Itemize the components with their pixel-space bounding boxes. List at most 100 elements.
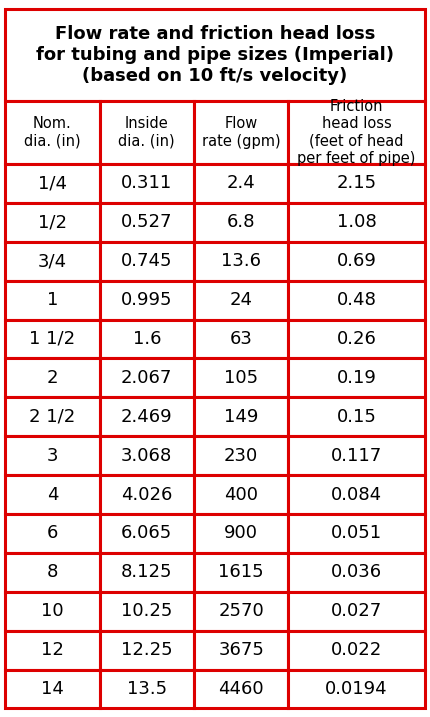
Text: 8.125: 8.125 [121, 564, 172, 581]
Bar [5, 164, 100, 203]
Bar [5, 553, 100, 592]
Text: 0.027: 0.027 [331, 602, 382, 620]
Bar [289, 203, 425, 242]
Text: 1: 1 [47, 291, 58, 309]
Text: 0.69: 0.69 [337, 252, 377, 270]
Bar [194, 592, 289, 631]
Text: 1/2: 1/2 [38, 213, 67, 232]
Text: 1.08: 1.08 [337, 213, 377, 232]
Bar [100, 164, 194, 203]
Bar [5, 358, 100, 397]
Bar [5, 101, 100, 164]
Bar [5, 592, 100, 631]
Bar [194, 670, 289, 708]
Bar [289, 164, 425, 203]
Text: Friction
head loss
(feet of head
per feet of pipe): Friction head loss (feet of head per fee… [298, 99, 416, 166]
Text: Flow
rate (gpm): Flow rate (gpm) [202, 116, 280, 148]
Bar [5, 436, 100, 475]
Text: 6: 6 [47, 524, 58, 542]
Text: 1/4: 1/4 [38, 174, 67, 192]
Text: 6.065: 6.065 [121, 524, 172, 542]
Text: 12.25: 12.25 [121, 641, 172, 659]
Bar [289, 436, 425, 475]
Text: 1.6: 1.6 [132, 330, 161, 348]
Text: 1 1/2: 1 1/2 [29, 330, 75, 348]
Text: 14: 14 [41, 680, 64, 698]
Bar [100, 101, 194, 164]
Text: 0.995: 0.995 [121, 291, 172, 309]
Text: 0.0194: 0.0194 [326, 680, 388, 698]
Text: 0.745: 0.745 [121, 252, 172, 270]
Bar [5, 514, 100, 553]
Bar [289, 670, 425, 708]
Text: 2570: 2570 [218, 602, 264, 620]
Text: 12: 12 [41, 641, 64, 659]
Bar [100, 592, 194, 631]
Bar [289, 320, 425, 358]
Text: 2.4: 2.4 [227, 174, 255, 192]
Bar [100, 397, 194, 436]
Text: 2.067: 2.067 [121, 369, 172, 387]
Bar [289, 101, 425, 164]
Text: 10.25: 10.25 [121, 602, 172, 620]
Bar [194, 397, 289, 436]
Text: 2.469: 2.469 [121, 408, 172, 426]
Text: 0.117: 0.117 [331, 447, 382, 465]
Text: 24: 24 [230, 291, 253, 309]
Text: 2: 2 [46, 369, 58, 387]
Bar [194, 101, 289, 164]
Text: 0.311: 0.311 [121, 174, 172, 192]
Text: 13.6: 13.6 [221, 252, 261, 270]
Bar [194, 280, 289, 320]
Text: 900: 900 [224, 524, 258, 542]
Text: 6.8: 6.8 [227, 213, 255, 232]
Text: 1615: 1615 [218, 564, 264, 581]
Text: 4: 4 [46, 485, 58, 503]
Text: 0.527: 0.527 [121, 213, 172, 232]
Bar [100, 553, 194, 592]
Text: 63: 63 [230, 330, 253, 348]
Bar [5, 670, 100, 708]
Text: 2 1/2: 2 1/2 [29, 408, 76, 426]
Bar [289, 475, 425, 514]
Bar [100, 475, 194, 514]
Bar [100, 358, 194, 397]
Bar [5, 203, 100, 242]
Text: 3: 3 [46, 447, 58, 465]
Text: Nom.
dia. (in): Nom. dia. (in) [24, 116, 81, 148]
Text: 10: 10 [41, 602, 64, 620]
Text: 0.19: 0.19 [337, 369, 377, 387]
Text: 0.051: 0.051 [331, 524, 382, 542]
Text: Flow rate and friction head loss
for tubing and pipe sizes (Imperial)
(based on : Flow rate and friction head loss for tub… [36, 25, 394, 85]
Bar [289, 631, 425, 670]
Bar [194, 514, 289, 553]
Bar [289, 553, 425, 592]
Text: 4.026: 4.026 [121, 485, 172, 503]
Bar [194, 553, 289, 592]
Text: 0.084: 0.084 [331, 485, 382, 503]
Text: 149: 149 [224, 408, 258, 426]
Bar [194, 631, 289, 670]
Bar [194, 475, 289, 514]
Bar [100, 436, 194, 475]
Bar [289, 358, 425, 397]
Bar [194, 436, 289, 475]
Bar [100, 514, 194, 553]
Bar [5, 280, 100, 320]
Text: 13.5: 13.5 [127, 680, 167, 698]
Text: 0.26: 0.26 [337, 330, 377, 348]
Bar [5, 475, 100, 514]
Bar [100, 280, 194, 320]
Bar [194, 242, 289, 280]
Bar [289, 592, 425, 631]
Text: 3675: 3675 [218, 641, 264, 659]
Bar [5, 397, 100, 436]
Text: 8: 8 [47, 564, 58, 581]
Bar [100, 631, 194, 670]
Text: 230: 230 [224, 447, 258, 465]
Text: 2.15: 2.15 [337, 174, 377, 192]
Bar [289, 514, 425, 553]
Text: Inside
dia. (in): Inside dia. (in) [119, 116, 175, 148]
Bar [5, 631, 100, 670]
Text: 400: 400 [224, 485, 258, 503]
